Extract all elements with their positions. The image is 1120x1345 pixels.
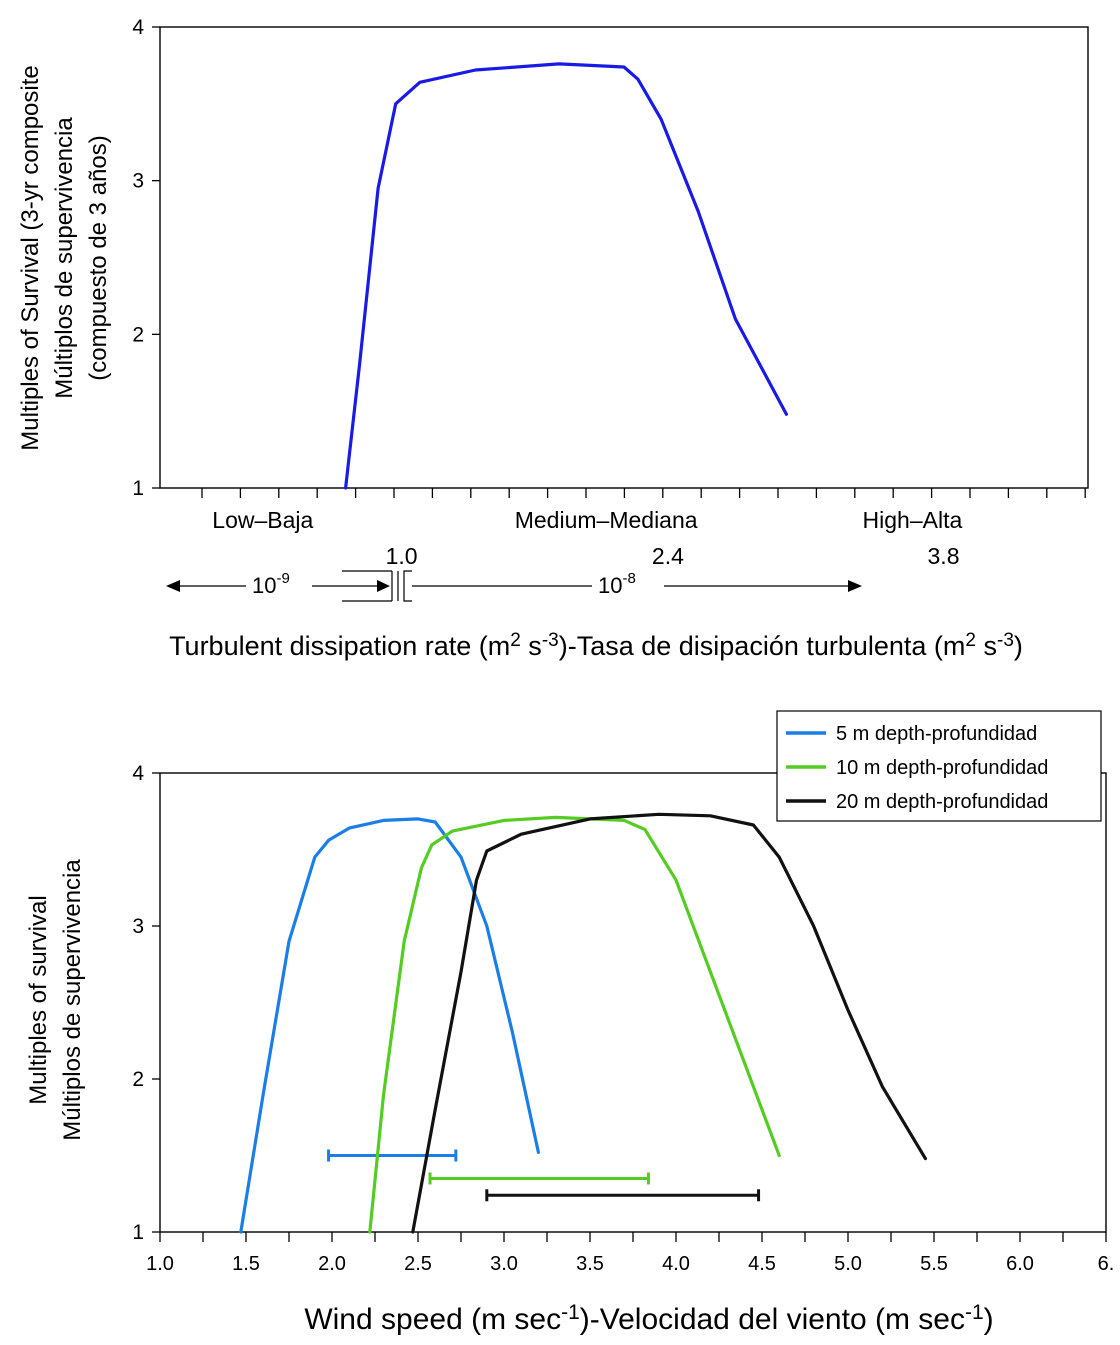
top-x-axis: Low–Baja Medium–Mediana High–Alta 1.0 2.4 3.8 <box>201 488 1086 569</box>
legend-label: 5 m depth-profundidad <box>836 723 1037 745</box>
left-arrow-head <box>166 580 180 592</box>
top-y-axis-label-line-3: (compuesto de 3 años) <box>85 135 112 380</box>
x-tick-label: 5.5 <box>920 1253 948 1275</box>
y-tick-label: 4 <box>132 762 144 785</box>
top-y-axis: 1 2 3 4 <box>132 16 160 500</box>
x-tick-label: 1.5 <box>232 1253 260 1275</box>
right-arrow-head <box>848 580 862 592</box>
survival-curve <box>344 62 788 490</box>
category-label: Low–Baja <box>212 507 313 533</box>
survival-curve-series-1 <box>239 817 540 1234</box>
bottom-y-axis-label-line-2: Múltiplos de supervivencia <box>59 859 86 1141</box>
rate-label-right: 10-8 <box>598 570 636 598</box>
legend-label: 20 m depth-profundidad <box>836 791 1048 813</box>
y-tick-label: 4 <box>132 16 144 39</box>
x-tick-label: 1.0 <box>146 1253 174 1275</box>
y-tick-label: 2 <box>132 323 144 346</box>
top-y-axis-label-line-2: Múltiplos de supervivencia <box>51 117 78 399</box>
bracket-right <box>403 570 412 602</box>
x-tick-label: 5.0 <box>834 1253 862 1275</box>
x-tick-label: 4.0 <box>662 1253 690 1275</box>
bottom-y-axis-label-line-1: Multiples of survival <box>25 895 52 1104</box>
bottom-chart: 1 2 3 4 1.0 1.5 2.0 2.5 3.0 3.5 4.0 4.5 5.0 5.5 6.0 6.… <box>25 710 1114 1336</box>
value-label: 1.0 <box>386 543 418 569</box>
survival-curve-series-3 <box>411 812 927 1234</box>
bottom-x-axis: 1.0 1.5 2.0 2.5 3.0 3.5 4.0 4.5 5.0 5.5 6.0 6. <box>146 1232 1114 1275</box>
x-tick-label: 3.0 <box>490 1253 518 1275</box>
legend-box <box>776 710 1102 822</box>
top-plot-frame <box>159 26 1089 489</box>
top-x-axis-label: Turbulent dissipation rate (m2 s-3)-Tasa… <box>169 630 1023 661</box>
y-tick-label: 1 <box>132 1221 144 1244</box>
x-tick-label: 2.0 <box>318 1253 346 1275</box>
x-tick-label: 4.5 <box>748 1253 776 1275</box>
top-series-group <box>344 62 788 490</box>
legend-label: 10 m depth-profundidad <box>836 757 1048 779</box>
value-label: 3.8 <box>928 543 960 569</box>
dissipation-rate-arrows: 10-9 10-8 <box>166 570 862 602</box>
legend: 5 m depth-profundidad 10 m depth-profundi… <box>776 710 1102 822</box>
category-label: High–Alta <box>863 507 963 533</box>
value-label: 2.4 <box>652 543 684 569</box>
bottom-y-axis: 1 2 3 4 <box>132 762 160 1244</box>
rate-label-left: 10-9 <box>252 570 290 598</box>
bracket-left <box>342 570 392 602</box>
y-tick-label: 3 <box>132 170 144 193</box>
category-label: Medium–Mediana <box>515 507 698 533</box>
y-tick-label: 1 <box>132 477 144 500</box>
survival-curve-series-2 <box>368 815 781 1234</box>
x-tick-label: 6. <box>1098 1253 1115 1275</box>
x-tick-label: 3.5 <box>576 1253 604 1275</box>
bottom-plot-frame <box>159 772 1107 1233</box>
x-tick-label: 2.5 <box>404 1253 432 1275</box>
y-tick-label: 3 <box>132 915 144 938</box>
bottom-x-axis-label: Wind speed (m sec-1)-Velocidad del vient… <box>304 1301 993 1336</box>
bottom-series-group <box>239 812 927 1234</box>
x-tick-label: 6.0 <box>1006 1253 1034 1275</box>
bracket-divider <box>391 571 399 601</box>
mid-arrow-head <box>377 580 390 592</box>
y-tick-label: 2 <box>132 1068 144 1091</box>
top-chart: 1 2 3 4 Low–Baja Medium–Mediana High–Alta 1.0 2… <box>17 16 1089 661</box>
top-y-axis-label-line-1: Multiples of Survival (3-yr composite <box>17 65 44 450</box>
